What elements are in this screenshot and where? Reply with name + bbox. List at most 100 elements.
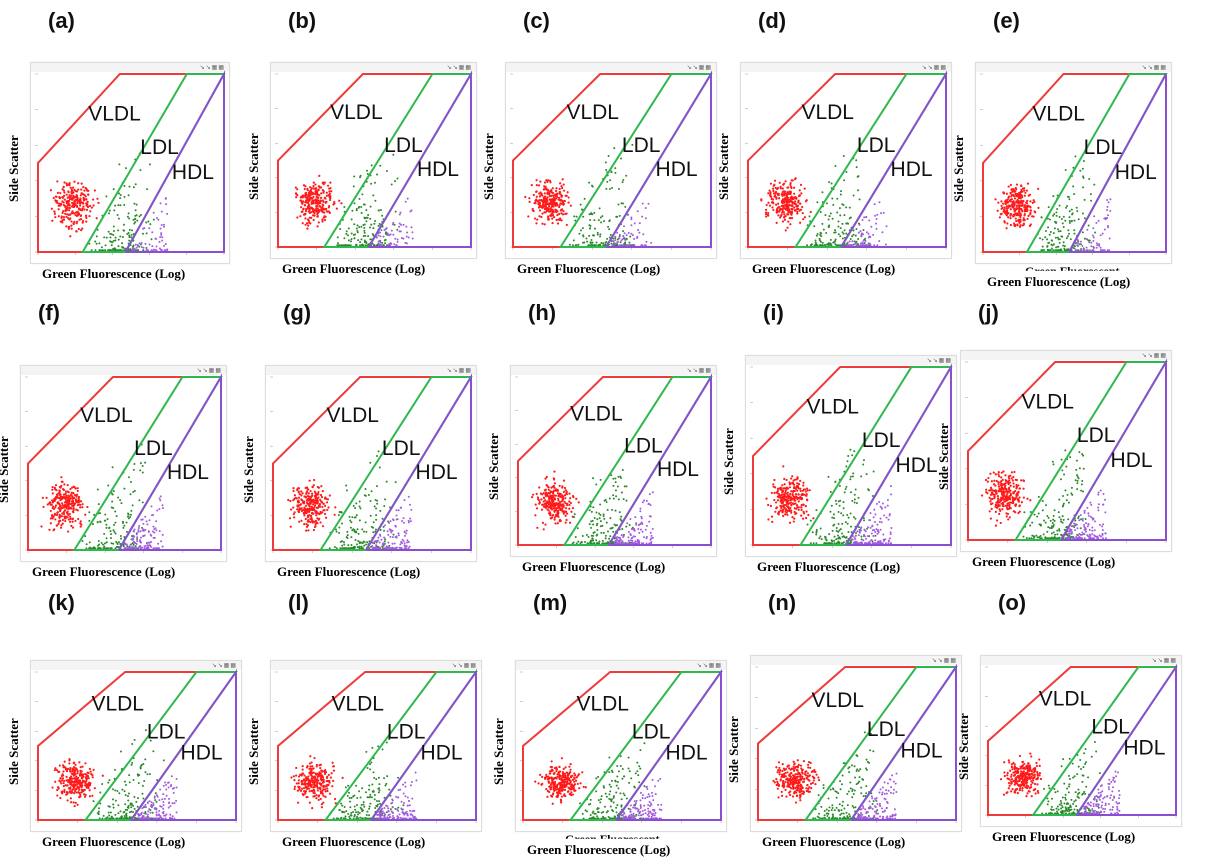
point-ldl: [830, 182, 833, 185]
plot-header: ↘↘▦▦: [746, 356, 956, 365]
point-vldl: [324, 516, 328, 519]
point-hdl: [875, 227, 878, 230]
point-hdl: [886, 504, 889, 507]
point-vldl: [773, 491, 776, 494]
point-vldl: [791, 196, 794, 199]
point-hdl: [383, 543, 386, 546]
point-ldl: [853, 493, 856, 496]
point-hdl: [649, 515, 652, 518]
point-hdl: [622, 535, 625, 538]
point-vldl: [314, 511, 317, 515]
point-vldl: [554, 193, 557, 196]
point-vldl: [56, 191, 59, 194]
point-vldl: [292, 487, 295, 490]
point-vldl: [61, 502, 64, 505]
point-hdl: [890, 493, 893, 496]
point-hdl: [875, 217, 878, 220]
point-ldl: [625, 525, 628, 528]
point-vldl: [314, 523, 317, 526]
point-ldl: [1081, 231, 1084, 234]
point-vldl: [69, 515, 72, 518]
overlapping-axis-text: Green Fluorescent: [1025, 264, 1120, 278]
point-ldl: [874, 534, 877, 537]
point-ldl: [148, 163, 151, 166]
point-ldl: [1058, 204, 1061, 207]
point-ldl: [357, 206, 360, 209]
point-ldl: [618, 214, 621, 217]
point-ldl: [365, 543, 368, 546]
point-vldl: [75, 205, 79, 208]
point-ldl: [370, 164, 373, 167]
point-vldl: [554, 489, 558, 492]
point-ldl: [589, 241, 592, 244]
point-vldl: [789, 492, 792, 496]
point-vldl: [788, 486, 791, 489]
point-ldl: [841, 542, 844, 545]
point-vldl: [309, 508, 313, 511]
point-ldl: [613, 523, 616, 526]
point-ldl: [617, 475, 620, 478]
point-vldl: [771, 201, 775, 204]
point-ldl: [104, 249, 107, 252]
point-vldl: [796, 212, 799, 215]
point-ldl: [1054, 249, 1057, 252]
point-ldl: [1050, 247, 1053, 250]
point-vldl: [1029, 499, 1032, 502]
point-ldl: [832, 203, 835, 206]
point-vldl: [783, 483, 786, 486]
point-hdl: [1101, 248, 1104, 251]
point-ldl: [378, 466, 381, 469]
point-ldl: [1063, 245, 1066, 248]
point-ldl: [611, 508, 614, 511]
point-ldl: [133, 202, 136, 205]
point-hdl: [157, 218, 160, 221]
point-ldl: [342, 541, 345, 544]
point-vldl: [777, 193, 780, 196]
point-vldl: [316, 522, 319, 525]
point-ldl: [115, 515, 118, 518]
point-ldl: [842, 514, 845, 517]
point-hdl: [621, 237, 624, 240]
point-vldl: [1009, 191, 1012, 195]
point-ldl: [381, 545, 384, 548]
point-vldl: [324, 201, 327, 204]
point-hdl: [158, 497, 161, 500]
point-ldl: [107, 230, 110, 233]
gate-vldl: [272, 376, 432, 551]
point-hdl: [859, 230, 862, 233]
point-ldl: [372, 526, 375, 529]
point-ldl: [862, 459, 865, 462]
point-ldl: [106, 547, 109, 550]
point-vldl: [70, 491, 73, 494]
point-vldl: [1021, 196, 1024, 199]
point-vldl: [784, 489, 787, 493]
point-hdl: [155, 529, 158, 532]
point-ldl: [95, 242, 98, 245]
point-ldl: [126, 545, 129, 548]
point-vldl: [781, 220, 785, 223]
point-ldl: [622, 179, 625, 182]
point-vldl: [59, 509, 62, 512]
point-hdl: [645, 542, 648, 545]
point-hdl: [395, 509, 398, 512]
point-vldl: [296, 508, 299, 511]
point-vldl: [553, 486, 556, 489]
point-ldl: [383, 498, 386, 501]
point-ldl: [134, 209, 137, 212]
point-vldl: [773, 183, 776, 186]
point-hdl: [849, 244, 852, 247]
toolbar-icons: ↘↘▦▦: [1141, 353, 1167, 359]
point-vldl: [301, 222, 304, 225]
point-vldl: [537, 200, 540, 204]
point-ldl: [381, 517, 384, 520]
point-ldl: [352, 504, 355, 507]
point-ldl: [347, 544, 350, 547]
point-vldl: [1009, 205, 1012, 208]
point-ldl: [1082, 186, 1085, 189]
point-vldl: [544, 488, 547, 491]
point-vldl: [812, 517, 815, 520]
point-vldl: [542, 492, 545, 495]
point-vldl: [68, 502, 71, 505]
